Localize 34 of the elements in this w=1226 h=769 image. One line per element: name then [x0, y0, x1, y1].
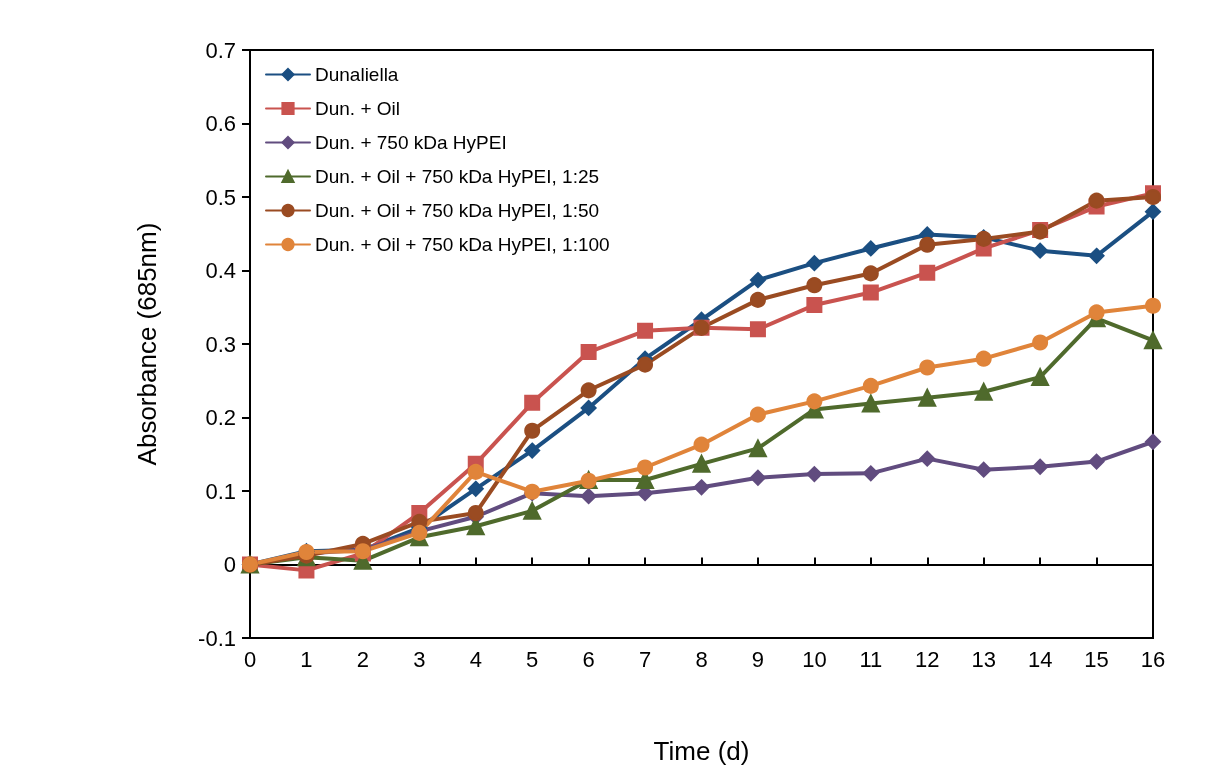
x-tick-label: 5	[526, 646, 539, 672]
x-tick-label: 10	[802, 646, 827, 672]
y-tick-label: 0.2	[205, 405, 236, 430]
x-tick-label: 8	[695, 646, 708, 672]
y-tick-label: 0.7	[205, 37, 236, 63]
x-tick-label: 4	[469, 646, 482, 672]
x-tick-label: 2	[356, 646, 369, 672]
x-tick-label: 12	[915, 646, 940, 672]
x-axis-title: Time (d)	[653, 736, 750, 766]
y-axis-title: Absorbance (685nm)	[132, 222, 162, 466]
x-tick-label: 15	[1084, 646, 1109, 672]
x-tick-label: 0	[243, 646, 257, 672]
y-tick-label: 0	[223, 552, 236, 577]
x-tick-label: 3	[413, 646, 426, 672]
legend-label: Dun. + Oil + 750 kDa HyPEI, 1:50	[315, 200, 600, 221]
x-tick-label: 11	[859, 646, 883, 672]
y-tick-label: 0.1	[205, 478, 236, 504]
x-tick-label: 7	[638, 646, 652, 672]
x-tick-label: 14	[1027, 646, 1053, 672]
y-tick-label: 0.6	[205, 111, 236, 136]
y-tick-label: 0.5	[205, 184, 236, 210]
y-tick-label: 0.3	[205, 331, 236, 357]
legend-label: Dun. + Oil + 750 kDa HyPEI, 1:25	[315, 166, 600, 187]
legend-label: Dun. + Oil + 750 kDa HyPEI, 1:100	[315, 234, 610, 255]
x-tick-label: 9	[751, 646, 765, 672]
legend-label: Dun. + 750 kDa HyPEI	[315, 132, 507, 153]
x-tick-label: 6	[582, 646, 595, 672]
x-tick-label: 1	[300, 646, 313, 672]
legend-label: Dun. + Oil	[315, 98, 401, 119]
x-tick-label: 13	[971, 646, 996, 672]
y-tick-label: -0.1	[198, 625, 236, 651]
x-tick-label: 16	[1140, 646, 1166, 672]
y-tick-label: 0.4	[205, 258, 236, 283]
legend-label: Dunaliella	[315, 64, 399, 85]
